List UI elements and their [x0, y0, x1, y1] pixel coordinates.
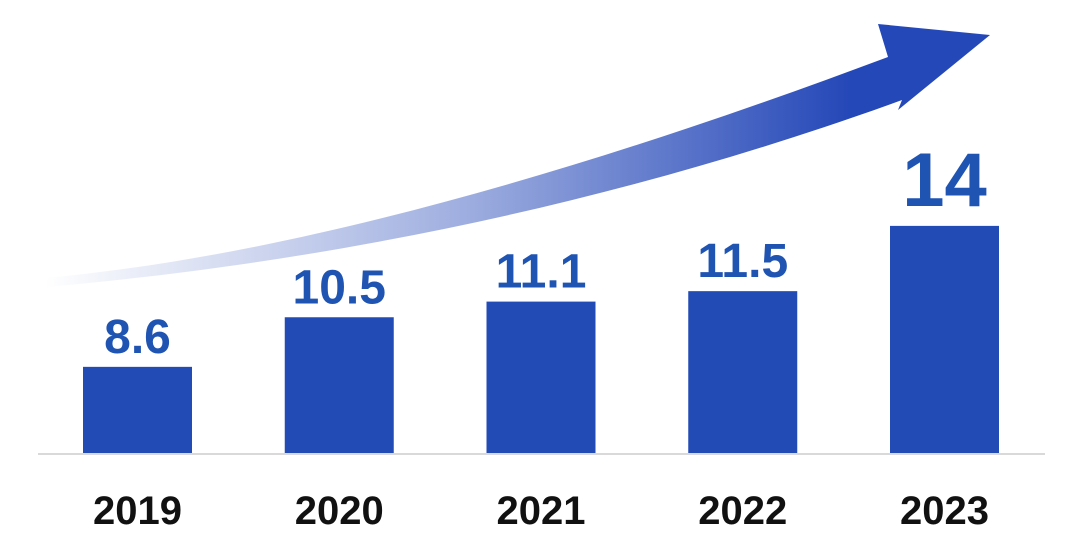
bar-2019 [83, 366, 192, 453]
data-label-2022: 11.5 [697, 235, 788, 288]
x-tick-label-2019: 2019 [93, 489, 182, 533]
x-tick-label-2023: 2023 [900, 489, 989, 533]
x-tick-label-2021: 2021 [497, 489, 586, 533]
data-label-2021: 11.1 [496, 246, 587, 299]
data-label-2023: 14 [902, 138, 987, 223]
bar-2021 [486, 301, 596, 453]
bar-2020 [284, 317, 394, 453]
bar-2023 [890, 225, 999, 453]
x-tick-label-2020: 2020 [295, 489, 384, 533]
data-label-2019: 8.6 [104, 311, 171, 364]
trend-arrow-icon [45, 24, 990, 287]
x-tick-label-2022: 2022 [698, 489, 787, 533]
data-label-2020: 10.5 [293, 261, 386, 314]
bar-2022 [688, 291, 798, 453]
